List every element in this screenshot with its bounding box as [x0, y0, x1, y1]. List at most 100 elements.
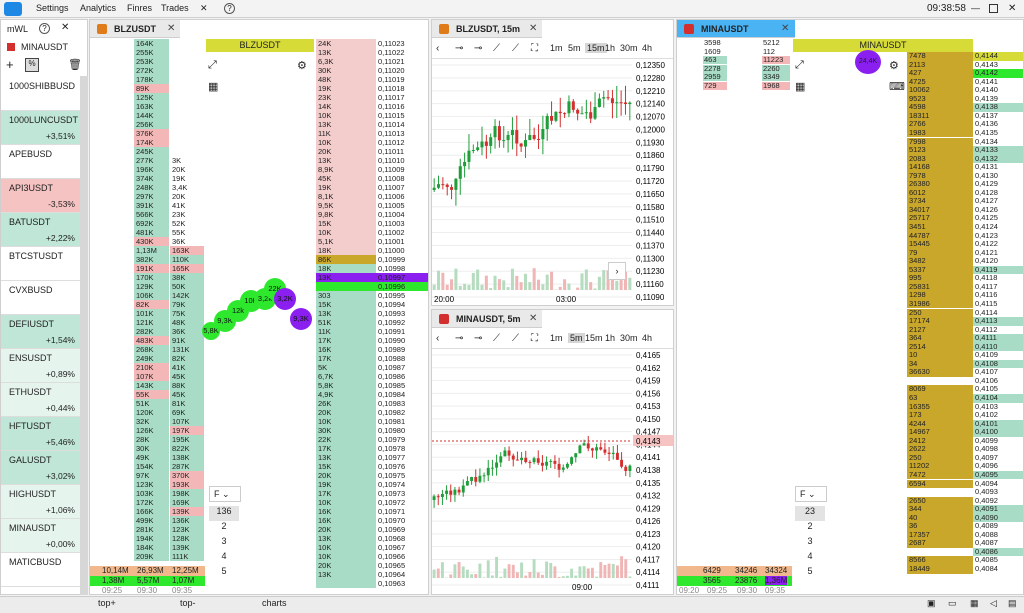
blz-price[interactable]: 0,10965 [378, 561, 406, 570]
mina-price[interactable]: 0,4099 [973, 436, 1023, 446]
mina-price[interactable]: 0,4106 [973, 376, 1023, 386]
watchlist-help-icon[interactable]: ? [39, 23, 50, 34]
mina-price[interactable]: 0,4088 [973, 530, 1023, 540]
mina-price[interactable]: 0,4119 [973, 265, 1023, 275]
blz-price[interactable]: 0,11004 [378, 210, 405, 219]
blz-price[interactable]: 0,10974 [378, 480, 406, 489]
mina-tf-15m[interactable]: 15m [585, 333, 603, 343]
blz-price[interactable]: 0,11018 [378, 84, 405, 93]
blz-price[interactable]: 0,10964 [378, 570, 406, 579]
mina-settings-icon[interactable]: ⚙ [889, 60, 899, 72]
blz-ray-icon[interactable]: ⊸ [474, 43, 483, 54]
blz-price[interactable]: 0,10975 [378, 471, 406, 480]
mina-price[interactable]: 0,4084 [973, 564, 1023, 574]
blz-price[interactable]: 0,11008 [378, 174, 405, 183]
blz-pencil-icon[interactable]: ⟋ [512, 43, 519, 54]
pin-off-icon[interactable]: ✕ [200, 3, 208, 13]
blz-chevron-left-icon[interactable]: ‹ [436, 43, 440, 54]
maximize-icon[interactable] [989, 4, 998, 13]
mina-price[interactable]: 0,4110 [973, 342, 1023, 352]
blz-price[interactable]: 0,10977 [378, 453, 406, 462]
blz-price[interactable]: 0,10992 [378, 318, 406, 327]
blz-price[interactable]: 0,10970 [378, 516, 406, 525]
blz-price[interactable]: 0,11015 [378, 111, 405, 120]
watchlist-item[interactable]: BATUSDT +2,22% [1, 213, 81, 247]
blz-filter-option[interactable]: 2 [221, 521, 227, 531]
mina-price[interactable]: 0,4096 [973, 462, 1023, 471]
blz-price[interactable]: 0,11007 [378, 183, 405, 192]
watchlist-item[interactable]: 1000SHIBBUSD [1, 77, 81, 111]
watchlist-item[interactable]: HFTUSDT +5,46% [1, 417, 81, 451]
blz-price[interactable]: 0,11002 [378, 228, 405, 237]
blz-table-icon[interactable]: ▦ [208, 81, 219, 93]
layout-icon[interactable]: ▣ [927, 598, 936, 608]
blz-price[interactable]: 0,10984 [378, 390, 406, 399]
mina-price[interactable]: 0,4100 [973, 428, 1023, 437]
mina-price[interactable]: 0,4085 [973, 556, 1023, 565]
blz-selection-icon[interactable]: ⛶ [531, 43, 538, 54]
mina-price[interactable]: 0,4097 [973, 453, 1023, 463]
blz-price[interactable]: 0,11014 [378, 120, 405, 129]
mina-price[interactable]: 0,4130 [973, 171, 1023, 181]
mina-price[interactable]: 0,4090 [973, 513, 1023, 523]
blz-price[interactable]: 0,11011 [378, 147, 404, 156]
blz-price[interactable]: 0,11020 [378, 66, 405, 75]
mina-price[interactable]: 0,4105 [973, 385, 1023, 394]
blz-chart-scroll-right-icon[interactable]: › [608, 262, 626, 280]
blz-price[interactable]: 0,11003 [378, 219, 405, 228]
blz-price[interactable]: 0,10995 [378, 291, 406, 300]
mina-price[interactable]: 0,4101 [973, 419, 1023, 429]
minimize-icon[interactable]: — [971, 3, 980, 13]
panel-icon[interactable]: ▤ [1008, 598, 1017, 608]
blz-price[interactable]: 0,11006 [378, 192, 405, 201]
blz-price[interactable]: 0,10973 [378, 489, 406, 498]
mina-filter-option[interactable]: 23 [795, 506, 825, 521]
menu-finres[interactable]: Finres [127, 3, 153, 13]
mina-price[interactable]: 0,4143 [973, 60, 1023, 70]
blz-price[interactable]: 0,10994 [378, 300, 406, 309]
mina-price[interactable]: 0,4093 [973, 487, 1023, 497]
mina-candlestick-chart[interactable]: 0,4165 0,4162 0,4159 0,4156 0,4153 0,4150 0,41… [432, 350, 674, 595]
mina-price[interactable]: 0,4133 [973, 145, 1023, 155]
mina-price[interactable]: 0,4123 [973, 231, 1023, 241]
blz-price[interactable]: 0,10989 [378, 345, 406, 354]
mina-price[interactable]: 0,4087 [973, 539, 1023, 548]
blz-price[interactable]: 0,10976 [378, 462, 406, 471]
blz-price[interactable]: 0,11012 [378, 138, 405, 147]
mina-chart-tool-icon[interactable]: ⤢ [795, 59, 804, 71]
blz-price[interactable]: 0,10990 [378, 336, 406, 345]
mina-price[interactable]: 0,4115 [973, 299, 1023, 309]
blz-price[interactable]: 0,10991 [378, 327, 406, 336]
grid-icon[interactable]: ▦ [970, 598, 979, 608]
mina-price[interactable]: 0,4086 [973, 547, 1023, 557]
blz-filter-option[interactable]: 3 [221, 536, 227, 546]
blz-price[interactable]: 0,10988 [378, 354, 406, 363]
mina-price[interactable]: 0,4111 [973, 334, 1023, 343]
mina-price[interactable]: 0,4144 [973, 51, 1023, 61]
blz-price[interactable]: 0,10967 [378, 543, 406, 552]
mina-price[interactable]: 0,4094 [973, 479, 1023, 489]
blz-price[interactable]: 0,11009 [378, 165, 405, 174]
mina-price[interactable]: 0,4142 [973, 69, 1023, 78]
mina-tf-4h[interactable]: 4h [642, 333, 653, 343]
watchlist-item[interactable]: MATICBUSD [1, 553, 81, 587]
mina-tf-5m[interactable]: 5m [568, 333, 585, 343]
mina-keyboard-icon[interactable]: ⌨ [889, 81, 905, 93]
blz-horizontal-line-icon[interactable]: ⊸ [455, 43, 464, 54]
blz-settings-icon[interactable]: ⚙ [297, 60, 307, 72]
mina-price[interactable]: 0,4129 [973, 180, 1023, 189]
mina-price[interactable]: 0,4121 [973, 248, 1023, 258]
blz-price[interactable]: 0,11001 [378, 237, 405, 246]
mina-tf-1h[interactable]: 1h [605, 333, 616, 343]
mina-price[interactable]: 0,4126 [973, 205, 1023, 215]
blz-filter-option[interactable]: 136 [209, 506, 239, 521]
blz-price[interactable]: 0,11019 [378, 75, 405, 84]
mina-price[interactable]: 0,4132 [973, 154, 1023, 164]
mina-chart-close-icon[interactable]: ✕ [529, 313, 538, 324]
watchlist-item[interactable]: API3USDT -3,53% [1, 179, 81, 213]
blz-price[interactable]: 0,10985 [378, 381, 406, 390]
mina-filter-option[interactable]: 3 [807, 536, 813, 546]
blz-price[interactable]: 0,11021 [378, 57, 405, 66]
mina-price[interactable]: 0,4112 [973, 325, 1023, 335]
mina-price[interactable]: 0,4128 [973, 188, 1023, 198]
